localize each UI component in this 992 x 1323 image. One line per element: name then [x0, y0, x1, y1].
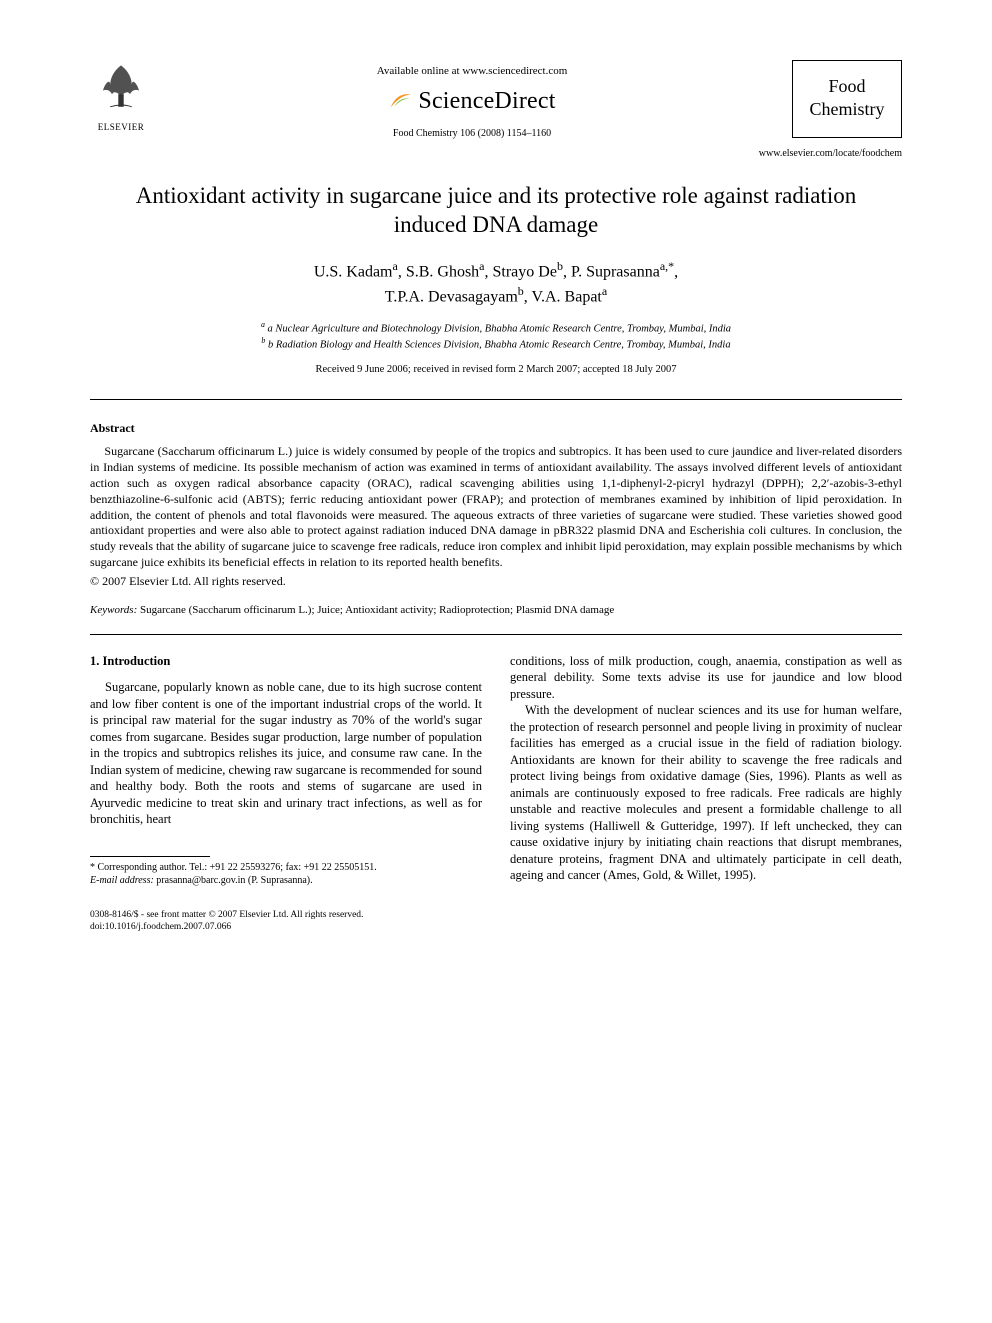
- keywords-label: Keywords:: [90, 604, 137, 616]
- page-footer: 0308-8146/$ - see front matter © 2007 El…: [90, 909, 902, 934]
- journal-name-box: Food Chemistry: [792, 60, 902, 138]
- footnote-line2: E-mail address: prasanna@barc.gov.in (P.…: [90, 874, 482, 887]
- elsevier-logo: ELSEVIER: [90, 60, 152, 133]
- keywords-line: Keywords: Sugarcane (Saccharum officinar…: [90, 603, 902, 618]
- affiliation-a-text: a Nuclear Agriculture and Biotechnology …: [268, 323, 732, 334]
- abstract-heading: Abstract: [90, 420, 902, 436]
- journal-url: www.elsevier.com/locate/foodchem: [90, 147, 902, 161]
- author: V.A. Bapat: [532, 288, 602, 305]
- author: U.S. Kadam: [314, 263, 393, 280]
- author: Strayo De: [493, 263, 557, 280]
- footnote-email: prasanna@barc.gov.in: [154, 875, 246, 886]
- affil-mark: a,*: [660, 259, 674, 273]
- rule-bottom: [90, 634, 902, 635]
- intro-paragraph-1: Sugarcane, popularly known as noble cane…: [90, 679, 482, 828]
- footnote-tail: (P. Suprasanna).: [245, 875, 312, 886]
- journal-name-line1: Food: [793, 75, 901, 98]
- affil-mark: a: [602, 284, 607, 298]
- journal-name-line2: Chemistry: [793, 98, 901, 121]
- intro-paragraph-1-cont: conditions, loss of milk production, cou…: [510, 653, 902, 703]
- intro-paragraph-2: With the development of nuclear sciences…: [510, 702, 902, 884]
- elsevier-tree-icon: [94, 60, 148, 114]
- author: S.B. Ghosh: [406, 263, 479, 280]
- available-online-text: Available online at www.sciencedirect.co…: [152, 64, 792, 79]
- affil-mark: a: [479, 259, 484, 273]
- author: T.P.A. Devasagayam: [385, 288, 518, 305]
- footer-line2: doi:10.1016/j.foodchem.2007.07.066: [90, 921, 902, 933]
- sciencedirect-logo: ScienceDirect: [152, 85, 792, 117]
- section-1-heading: 1. Introduction: [90, 653, 482, 670]
- sciencedirect-text: ScienceDirect: [418, 85, 555, 117]
- footnote-email-label: E-mail address:: [90, 875, 154, 886]
- author: P. Suprasanna: [571, 263, 660, 280]
- affil-mark: b: [557, 259, 563, 273]
- article-dates: Received 9 June 2006; received in revise…: [90, 363, 902, 377]
- citation-line: Food Chemistry 106 (2008) 1154–1160: [152, 127, 792, 141]
- affiliation-a: a a Nuclear Agriculture and Biotechnolog…: [90, 320, 902, 337]
- affiliation-b-text: b Radiation Biology and Health Sciences …: [268, 340, 731, 351]
- authors-line: U.S. Kadama, S.B. Ghosha, Strayo Deb, P.…: [90, 258, 902, 308]
- footnote-rule: [90, 856, 210, 857]
- header-center: Available online at www.sciencedirect.co…: [152, 60, 792, 141]
- header-row: ELSEVIER Available online at www.science…: [90, 60, 902, 141]
- abstract-body: Sugarcane (Saccharum officinarum L.) jui…: [90, 444, 902, 571]
- body-columns: 1. Introduction Sugarcane, popularly kno…: [90, 653, 902, 887]
- affil-mark: a: [392, 259, 397, 273]
- footnote-line1: * Corresponding author. Tel.: +91 22 255…: [90, 861, 482, 874]
- column-right: conditions, loss of milk production, cou…: [510, 653, 902, 887]
- affiliation-b: b b Radiation Biology and Health Science…: [90, 336, 902, 353]
- rule-top: [90, 399, 902, 400]
- article-title: Antioxidant activity in sugarcane juice …: [130, 182, 862, 240]
- abstract-copyright: © 2007 Elsevier Ltd. All rights reserved…: [90, 573, 902, 589]
- elsevier-label: ELSEVIER: [90, 121, 152, 133]
- corresponding-author-footnote: * Corresponding author. Tel.: +91 22 255…: [90, 861, 482, 887]
- journal-box-wrap: Food Chemistry: [792, 60, 902, 138]
- sciencedirect-swoosh-icon: [388, 88, 414, 114]
- column-left: 1. Introduction Sugarcane, popularly kno…: [90, 653, 482, 887]
- affiliations: a a Nuclear Agriculture and Biotechnolog…: [90, 320, 902, 353]
- footer-line1: 0308-8146/$ - see front matter © 2007 El…: [90, 909, 902, 921]
- affil-mark: b: [518, 284, 524, 298]
- keywords-text: Sugarcane (Saccharum officinarum L.); Ju…: [137, 604, 614, 616]
